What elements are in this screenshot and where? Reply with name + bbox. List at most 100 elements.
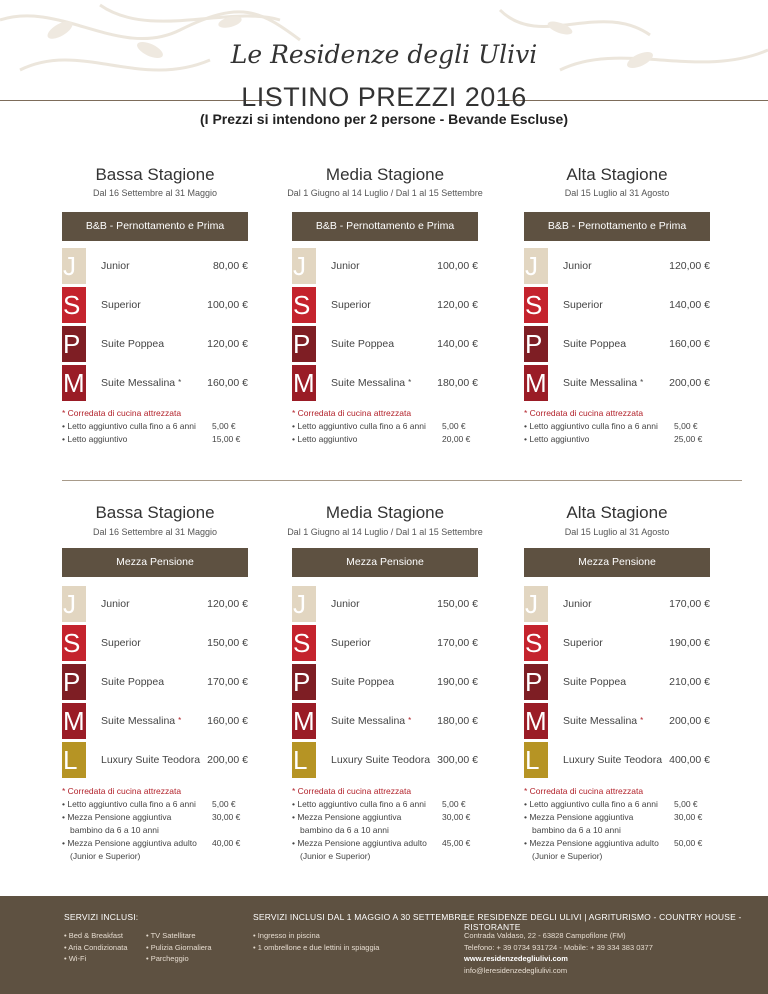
room-name-text: Suite Poppea <box>563 338 627 350</box>
room-price: 180,00 € <box>437 377 478 389</box>
room-price: 200,00 € <box>669 715 710 727</box>
room-letter-badge: P <box>62 664 86 700</box>
room-name-text: Superior <box>331 637 371 649</box>
note-value <box>212 824 240 837</box>
plan-band: Mezza Pensione <box>524 548 710 577</box>
room-price: 120,00 € <box>437 299 478 311</box>
room-price: 180,00 € <box>437 715 478 727</box>
room-price: 150,00 € <box>437 598 478 610</box>
note-value <box>674 850 702 863</box>
room-name: Junior <box>563 586 592 622</box>
note-item: bambino da 6 a 10 anni <box>532 825 621 835</box>
room-name: Suite Poppea <box>563 326 626 362</box>
plan-band: B&B - Pernottamento e Prima Colazione <box>524 212 710 261</box>
note-value: 5,00 € <box>212 421 236 431</box>
price-row: M Suite Messalina * 180,00 € <box>292 365 478 401</box>
brand-logo: Le Residenze degli Ulivi <box>230 40 538 69</box>
note-value: 30,00 € <box>212 812 241 822</box>
room-price: 160,00 € <box>669 338 710 350</box>
price-row: P Suite Poppea 160,00 € <box>524 326 710 362</box>
note-value: 25,00 € <box>674 434 703 444</box>
kitchen-note: * Corredata di cucina attrezzata <box>62 786 182 796</box>
season-title: Bassa Stagione <box>95 503 215 522</box>
room-name: Luxury Suite Teodora <box>331 742 430 778</box>
price-row: J Junior 150,00 € <box>292 586 478 622</box>
note-value: 5,00 € <box>442 799 466 809</box>
page-subtitle: (I Prezzi si intendono per 2 persone - B… <box>200 111 568 127</box>
room-price: 300,00 € <box>437 754 478 766</box>
room-name: Suite Messalina * <box>101 365 181 401</box>
room-price: 160,00 € <box>207 377 248 389</box>
price-row: M Suite Messalina * 200,00 € <box>524 703 710 739</box>
note-item: bambino da 6 a 10 anni <box>70 825 159 835</box>
plan-band: B&B - Pernottamento e Prima Colazione <box>292 212 478 261</box>
note-item: • Mezza Pensione aggiuntiva <box>62 812 172 822</box>
room-letter-badge: P <box>524 664 548 700</box>
note-item: (Junior e Superior) <box>70 851 141 861</box>
room-letter-badge: J <box>62 248 86 284</box>
kitchen-note: * Corredata di cucina attrezzata <box>524 786 644 796</box>
room-name-text: Luxury Suite Teodora <box>331 754 431 766</box>
price-row: S Superior 190,00 € <box>524 625 710 661</box>
title-rule-left <box>0 100 275 101</box>
room-name: Suite Messalina * <box>101 703 181 739</box>
room-price: 140,00 € <box>669 299 710 311</box>
price-row: M Suite Messalina * 160,00 € <box>62 703 248 739</box>
note-item: • Letto aggiuntivo culla fino a 6 anni <box>524 421 658 431</box>
season-dates: Dal 1 Giugno al 14 Luglio / Dal 1 al 15 … <box>287 527 483 537</box>
service-item: • Bed & Breakfast <box>64 931 123 940</box>
plan-band: B&B - Pernottamento e Prima Colazione <box>62 212 248 261</box>
email-link[interactable]: info@leresidenzedegliulivi.com <box>464 965 568 975</box>
room-name: Superior <box>563 287 603 323</box>
room-price: 190,00 € <box>437 676 478 688</box>
services-title: SERVIZI INCLUSI: <box>64 912 139 922</box>
plan-band: Mezza Pensione <box>292 548 478 577</box>
note-values: 5,00 € 30,00 € 45,00 € <box>442 798 470 863</box>
season-title: Alta Stagione <box>566 503 668 522</box>
season-title: Bassa Stagione <box>95 165 215 184</box>
room-name-text: Suite Messalina <box>101 715 176 727</box>
season-dates: Dal 16 Settembre al 31 Maggio <box>92 527 218 537</box>
room-price: 190,00 € <box>669 637 710 649</box>
price-row: S Superior 120,00 € <box>292 287 478 323</box>
decorative-swirl <box>0 3 768 72</box>
note-item: • Mezza Pensione aggiuntiva adulto <box>292 838 427 848</box>
note-item: • Letto aggiuntivo <box>62 434 128 444</box>
summer-services-list: • Ingresso in piscina • 1 ombrellone e d… <box>253 930 379 953</box>
room-name-text: Suite Poppea <box>101 676 165 688</box>
room-name-text: Luxury Suite Teodora <box>101 754 201 766</box>
price-row: S Superior 170,00 € <box>292 625 478 661</box>
price-row: L Luxury Suite Teodora 200,00 € <box>62 742 248 778</box>
note-values: 5,00 € 25,00 € <box>674 420 702 446</box>
footer: SERVIZI INCLUSI: • Bed & Breakfast • Ari… <box>0 896 768 994</box>
note-item: • Letto aggiuntivo culla fino a 6 anni <box>62 799 196 809</box>
room-name: Superior <box>563 625 603 661</box>
room-price: 170,00 € <box>207 676 248 688</box>
note-item: bambino da 6 a 10 anni <box>300 825 389 835</box>
services-list-b: • TV Satellitare • Pulizia Giornaliera •… <box>146 930 212 965</box>
room-price: 200,00 € <box>669 377 710 389</box>
room-price: 120,00 € <box>207 338 248 350</box>
room-name: Junior <box>563 248 592 284</box>
room-name-text: Junior <box>101 598 130 610</box>
price-notes: * Corredata di cucina attrezzata • Letto … <box>524 407 674 446</box>
room-name-text: Suite Messalina <box>331 715 406 727</box>
room-letter-badge: P <box>292 664 316 700</box>
room-letter-badge: S <box>292 287 316 323</box>
room-price: 160,00 € <box>207 715 248 727</box>
room-footnote-star: * <box>178 378 182 387</box>
note-item: (Junior e Superior) <box>532 851 603 861</box>
room-name: Suite Poppea <box>563 664 626 700</box>
note-item: • Letto aggiuntivo <box>524 434 590 444</box>
price-row: S Superior 140,00 € <box>524 287 710 323</box>
website-link[interactable]: www.residenzedegliulivi.com <box>464 954 568 963</box>
room-footnote-star: * <box>640 378 644 387</box>
note-value: 5,00 € <box>212 799 236 809</box>
price-row: L Luxury Suite Teodora 300,00 € <box>292 742 478 778</box>
room-name: Luxury Suite Teodora <box>101 742 200 778</box>
price-row: M Suite Messalina * 200,00 € <box>524 365 710 401</box>
room-name: Suite Poppea <box>331 326 394 362</box>
price-row: J Junior 80,00 € <box>62 248 248 284</box>
title-rule-right <box>497 100 768 101</box>
note-item: • Mezza Pensione aggiuntiva <box>524 812 634 822</box>
